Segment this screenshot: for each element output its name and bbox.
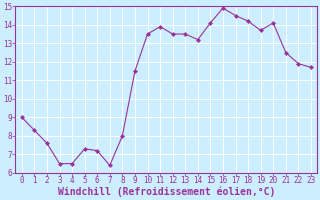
X-axis label: Windchill (Refroidissement éolien,°C): Windchill (Refroidissement éolien,°C) xyxy=(58,187,275,197)
